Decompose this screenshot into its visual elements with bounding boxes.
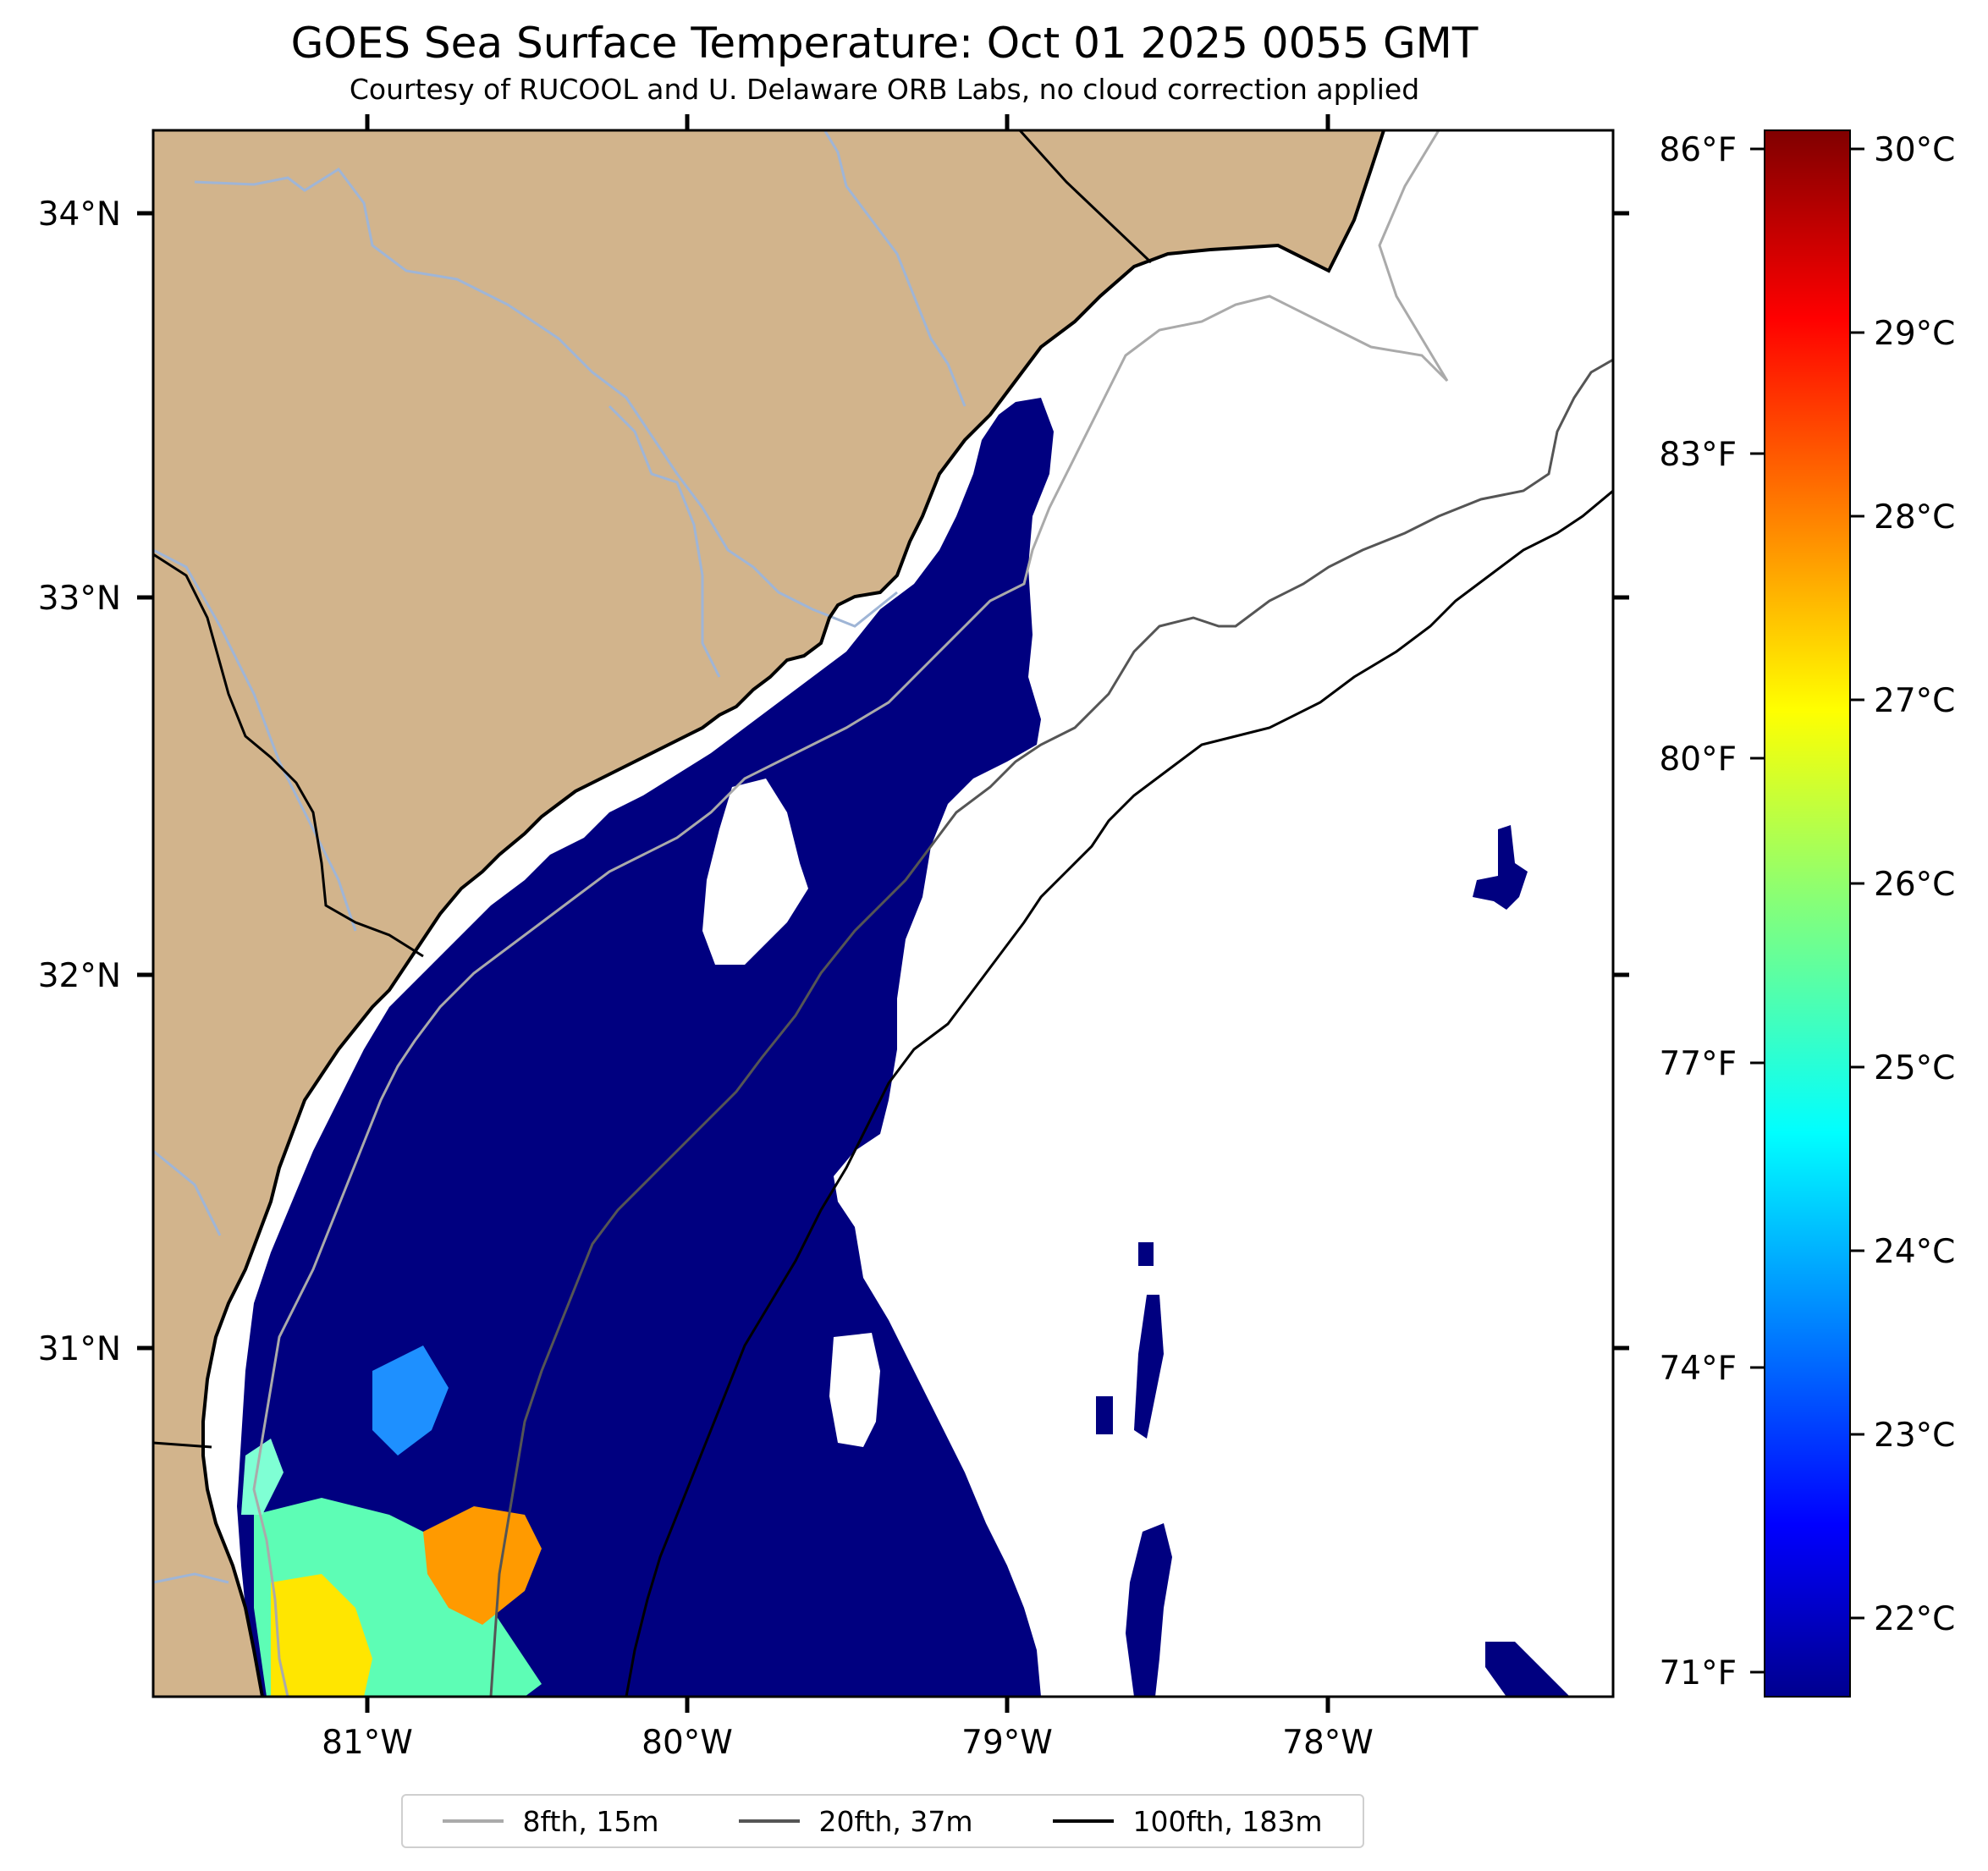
lat-label-32: 32°N xyxy=(38,957,121,995)
colorbar-celsius-axis xyxy=(1850,147,1864,1620)
lon-label-79: 79°W xyxy=(961,1724,1053,1762)
legend-item-100fth: 100fth, 183m xyxy=(1053,1805,1322,1838)
coastline xyxy=(201,130,1385,1697)
sst-offshore-cluster-6 xyxy=(1138,1242,1154,1266)
f-label-80: 80°F xyxy=(1659,740,1737,779)
c-label-29: 29°C xyxy=(1874,315,1955,353)
lat-label-34: 34°N xyxy=(38,195,121,234)
lon-label-81: 81°W xyxy=(322,1724,413,1762)
c-label-28: 28°C xyxy=(1874,498,1955,537)
sst-warm-patch-yellow xyxy=(271,1574,372,1697)
sst-warm-patch-light xyxy=(241,1439,284,1515)
c-label-27: 27°C xyxy=(1874,682,1955,720)
f-label-71: 71°F xyxy=(1659,1654,1737,1692)
sst-offshore-cluster-1 xyxy=(1473,825,1528,910)
f-label-77: 77°F xyxy=(1659,1045,1737,1083)
c-label-30: 30°C xyxy=(1874,131,1955,169)
f-label-74: 74°F xyxy=(1659,1350,1737,1388)
lon-label-80: 80°W xyxy=(642,1724,733,1762)
c-label-22: 22°C xyxy=(1874,1600,1955,1638)
c-label-23: 23°C xyxy=(1874,1417,1955,1455)
sst-gap-east xyxy=(829,1333,880,1447)
lon-label-78: 78°W xyxy=(1282,1724,1374,1762)
contour-legend: 8fth, 15m 20fth, 37m 100fth, 183m xyxy=(401,1794,1364,1848)
land-area xyxy=(153,130,1384,1697)
map-subtitle: Courtesy of RUCOOL and U. Delaware ORB L… xyxy=(349,73,1420,106)
legend-label-8fth: 8fth, 15m xyxy=(522,1804,659,1838)
legend-label-100fth: 100fth, 183m xyxy=(1132,1804,1323,1838)
legend-item-8fth: 8fth, 15m xyxy=(443,1804,659,1838)
sst-offshore-cluster-4 xyxy=(1485,1642,1570,1697)
colorbar xyxy=(1764,129,1851,1698)
legend-swatch-8fth xyxy=(443,1819,504,1823)
sst-offshore-cluster-5 xyxy=(1096,1396,1113,1434)
sst-warm-patch-cyan xyxy=(372,1345,449,1456)
c-label-25: 25°C xyxy=(1874,1049,1955,1087)
lat-label-31: 31°N xyxy=(38,1330,121,1368)
f-label-83: 83°F xyxy=(1659,436,1737,474)
map-title: GOES Sea Surface Temperature: Oct 01 202… xyxy=(290,19,1479,68)
sst-offshore-cluster-2 xyxy=(1134,1295,1164,1439)
map-layers xyxy=(153,130,1613,1697)
map-frame xyxy=(151,129,1615,1698)
legend-item-20fth: 20fth, 37m xyxy=(739,1805,972,1838)
contour-8fth xyxy=(252,130,1449,1697)
legend-swatch-20fth xyxy=(739,1819,801,1823)
lat-label-33: 33°N xyxy=(38,580,121,618)
c-label-24: 24°C xyxy=(1874,1233,1955,1271)
legend-label-20fth: 20fth, 37m xyxy=(818,1804,973,1838)
f-label-86: 86°F xyxy=(1659,131,1737,169)
contour-100fth xyxy=(625,489,1613,1697)
map-axes xyxy=(137,114,1629,1713)
colorbar-fahrenheit-axis xyxy=(1750,147,1765,1674)
legend-swatch-100fth xyxy=(1053,1819,1115,1823)
c-label-26: 26°C xyxy=(1874,866,1955,904)
rivers xyxy=(153,130,966,1584)
contour-20fth xyxy=(489,358,1613,1697)
sst-offshore-cluster-3 xyxy=(1126,1523,1172,1697)
sst-gap-northeast xyxy=(702,779,808,965)
sst-warm-patch-orange xyxy=(423,1506,542,1625)
